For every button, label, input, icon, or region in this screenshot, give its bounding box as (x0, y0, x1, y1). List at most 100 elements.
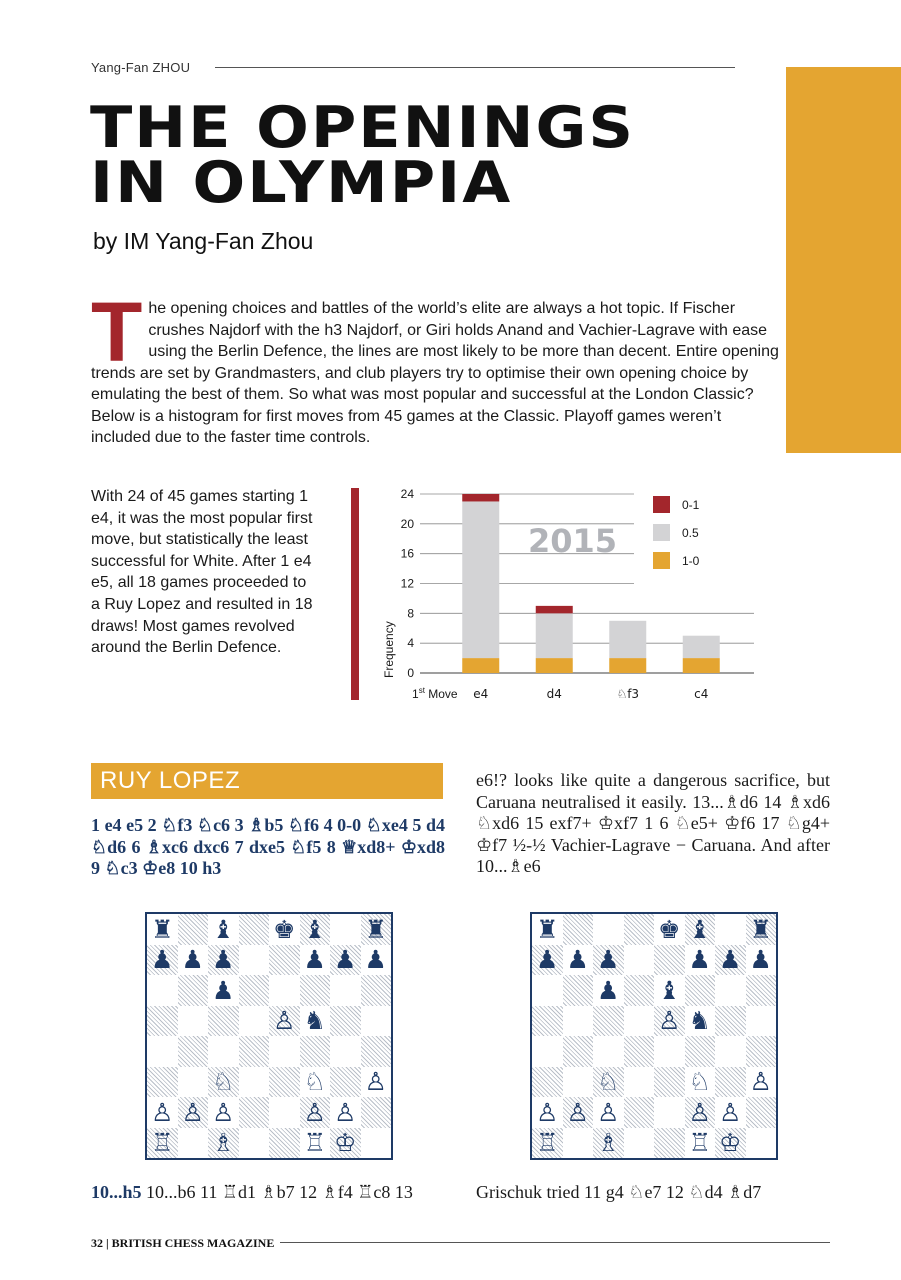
variation-text-right: Grischuk tried 11 g4 ♘e7 12 ♘d4 ♗d7 (476, 1182, 762, 1202)
black-pawn-icon: ♟ (532, 944, 563, 975)
black-pawn-icon: ♟ (303, 945, 326, 975)
board-square (532, 1066, 563, 1097)
white-king-icon: ♔ (330, 1127, 361, 1158)
board-square (562, 1036, 593, 1067)
white-pawn-icon: ♙ (177, 1097, 208, 1128)
white-rook-icon: ♖ (303, 1128, 326, 1158)
board-square (746, 1006, 777, 1037)
black-pawn-icon: ♟ (364, 945, 387, 975)
x-label-sup: st (419, 686, 426, 695)
chess-diagram-1: ♜ ♝ ♚ ♝ ♜ ♟ ♟ ♟ ♟ ♟ ♟ ♟ ♙ ♞ ♘ ♘ ♙ ♙ ♙ ♙ ♙ ♙ ♖ ♗ ♖ ♔ (145, 912, 393, 1160)
bar-d4-1-0 (535, 658, 573, 673)
footer-rule (280, 1242, 830, 1243)
y-tick-label: 12 (401, 577, 415, 591)
board-square (330, 975, 361, 1006)
y-tick-label: 20 (401, 517, 415, 531)
board-square (715, 1005, 746, 1036)
board-square (562, 975, 593, 1006)
black-pawn-icon: ♟ (715, 944, 746, 975)
commentary-text: e6!? looks like quite a dangerous sacrif… (476, 770, 830, 876)
section-heading-box (91, 763, 443, 799)
white-pawn-icon: ♙ (719, 1097, 742, 1127)
white-pawn-icon: ♙ (269, 1005, 300, 1036)
white-pawn-icon: ♙ (151, 1097, 174, 1127)
white-pawn-icon: ♙ (597, 1097, 620, 1127)
chart-y-axis-label: Frequency (382, 621, 396, 678)
chess-diagram-2: ♜ ♚ ♝ ♜ ♟ ♟ ♟ ♟ ♟ ♟ ♟ ♝ ♙ ♞ ♘ ♘ ♙ ♙ ♙ ♙ ♙ ♙ ♖ ♗ ♖ ♔ (530, 912, 778, 1160)
x-label-number: 1 (412, 687, 419, 701)
legend-label: 1-0 (682, 554, 700, 568)
white-pawn-icon: ♙ (562, 1097, 593, 1128)
bar-d4-0.5 (535, 613, 573, 659)
chart-annotation: 2015 (528, 522, 617, 560)
board-square (147, 1066, 178, 1097)
first-move-histogram: 0 4 8 12 16 20 24 e4 d4 ♘f3 c4 2015 Frequency 1st… (382, 487, 754, 701)
page-footer: 32 | BRITISH CHESS MAGAZINE (91, 1236, 275, 1250)
board-square (745, 975, 776, 1006)
black-bishop-icon: ♝ (658, 975, 681, 1005)
white-bishop-icon: ♗ (208, 1127, 239, 1158)
board-square (623, 1097, 654, 1128)
drop-cap: T (91, 285, 143, 379)
board-square (147, 1036, 178, 1067)
black-rook-icon: ♜ (536, 914, 559, 944)
board-square (360, 1036, 391, 1067)
article-title: THE OPENINGS IN OLYMPIA (90, 99, 635, 211)
x-tick-label: ♘f3 (616, 687, 639, 701)
variation-bold-move: 10...h5 (91, 1182, 142, 1202)
board-square (147, 975, 178, 1006)
board-square (623, 1036, 654, 1067)
main-line-moves: 1 e4 e5 2 ♘f3 ♘c6 3 ♗b5 ♘f6 4 0-0 ♘xe4 5… (91, 815, 445, 878)
board-square (330, 1066, 361, 1097)
bar-d4-0-1 (535, 605, 573, 614)
board-square (361, 1128, 392, 1159)
white-knight-icon: ♘ (593, 1066, 624, 1097)
white-rook-icon: ♖ (688, 1128, 711, 1158)
board-square (715, 914, 746, 945)
black-king-icon: ♚ (658, 914, 681, 944)
chart-x-axis-label: 1st Move (412, 686, 458, 701)
board-square (593, 914, 624, 945)
board-square (238, 1097, 269, 1128)
x-tick-label: d4 (547, 687, 562, 701)
black-rook-icon: ♜ (360, 914, 391, 945)
board-square (299, 1036, 330, 1067)
y-tick-label: 24 (401, 487, 415, 501)
board-square (623, 975, 654, 1006)
board-square (269, 1127, 300, 1158)
black-rook-icon: ♜ (151, 914, 174, 944)
board-square (745, 1036, 776, 1067)
black-pawn-icon: ♟ (212, 975, 235, 1005)
board-square (178, 1067, 209, 1098)
black-pawn-icon: ♟ (593, 944, 624, 975)
board-square (269, 944, 300, 975)
bar-c4-0.5 (682, 635, 720, 659)
board-square (269, 1097, 300, 1128)
y-tick-label: 4 (407, 636, 414, 650)
white-rook-icon: ♖ (532, 1127, 563, 1158)
bar-e4-1-0 (462, 658, 500, 673)
y-tick-label: 16 (401, 547, 415, 561)
board-square (715, 1066, 746, 1097)
board-square (654, 1127, 685, 1158)
board-square (330, 1036, 361, 1067)
board-square (684, 1036, 715, 1067)
black-pawn-icon: ♟ (181, 945, 204, 975)
board-square (177, 1036, 208, 1067)
chart-legend: 0-1 0.5 1-0 (653, 496, 700, 569)
y-tick-label: 8 (407, 606, 414, 620)
white-pawn-icon: ♙ (364, 1067, 387, 1097)
board-square (238, 914, 269, 945)
board-square (269, 975, 300, 1006)
black-king-icon: ♚ (273, 914, 296, 944)
board-square (147, 1005, 178, 1036)
legend-swatch (653, 552, 670, 569)
legend-swatch (653, 496, 670, 513)
board-square (746, 1128, 777, 1159)
board-square (563, 1067, 594, 1098)
bar-e4-0-1 (462, 494, 500, 502)
board-square (624, 945, 655, 976)
black-pawn-icon: ♟ (688, 945, 711, 975)
board-square (269, 1066, 300, 1097)
black-knight-icon: ♞ (303, 1006, 326, 1036)
